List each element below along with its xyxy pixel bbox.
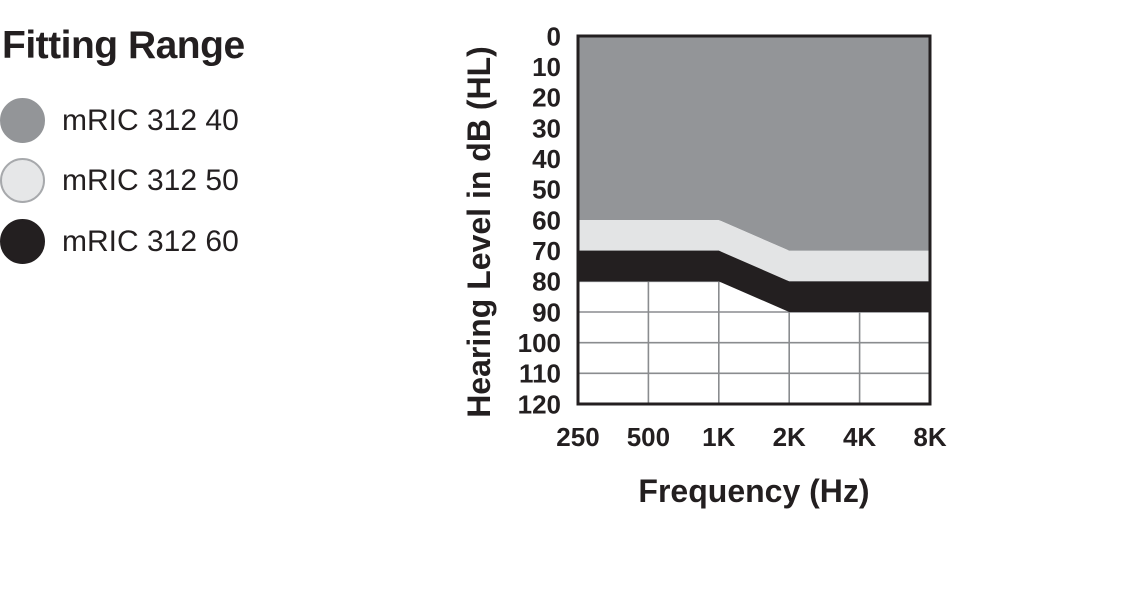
x-tick-label-8K: 8K: [913, 422, 946, 452]
y-tick-label-120: 120: [518, 389, 561, 419]
x-tick-label-1K: 1K: [702, 422, 735, 452]
y-axis-title: Hearing Level in dB (HL): [461, 46, 497, 418]
y-tick-label-100: 100: [518, 328, 561, 358]
fitting-range-area-mric-312-40: [578, 36, 930, 251]
legend-item-label: mRIC 312 50: [62, 163, 239, 197]
legend-item-mric-312-50: mRIC 312 50: [0, 158, 239, 203]
y-tick-label-10: 10: [532, 52, 561, 82]
plot-border: [576, 34, 932, 406]
y-tick-label-110: 110: [519, 359, 561, 389]
legend-item-mric-312-40: mRIC 312 40: [0, 98, 239, 143]
legend-item-mric-312-60: mRIC 312 60: [0, 219, 239, 264]
x-axis-title: Frequency (Hz): [638, 473, 869, 509]
x-tick-label-500: 500: [627, 422, 670, 452]
legend-swatch-mric-312-60-icon: [0, 219, 45, 264]
legend-swatch-mric-312-50-icon: [0, 158, 45, 203]
y-tick-label-40: 40: [532, 144, 561, 174]
y-tick-label-30: 30: [532, 113, 561, 143]
legend-item-label: mRIC 312 60: [62, 224, 239, 258]
x-tick-label-250: 250: [556, 422, 599, 452]
y-tick-label-70: 70: [532, 236, 561, 266]
legend-title: Fitting Range: [2, 24, 245, 67]
fitting-range-area-mric-312-60: [578, 250, 930, 312]
x-tick-label-2K: 2K: [773, 422, 806, 452]
y-tick-label-20: 20: [532, 83, 561, 113]
y-tick-label-50: 50: [532, 175, 561, 205]
fitting-range-area-mric-312-50: [578, 220, 930, 282]
legend-swatch-mric-312-40-icon: [0, 98, 45, 143]
y-tick-label-90: 90: [532, 297, 561, 327]
y-tick-label-0: 0: [547, 25, 561, 51]
y-tick-label-60: 60: [532, 205, 561, 235]
legend-item-label: mRIC 312 40: [62, 103, 239, 137]
y-tick-label-80: 80: [532, 267, 561, 297]
x-tick-label-4K: 4K: [843, 422, 876, 452]
